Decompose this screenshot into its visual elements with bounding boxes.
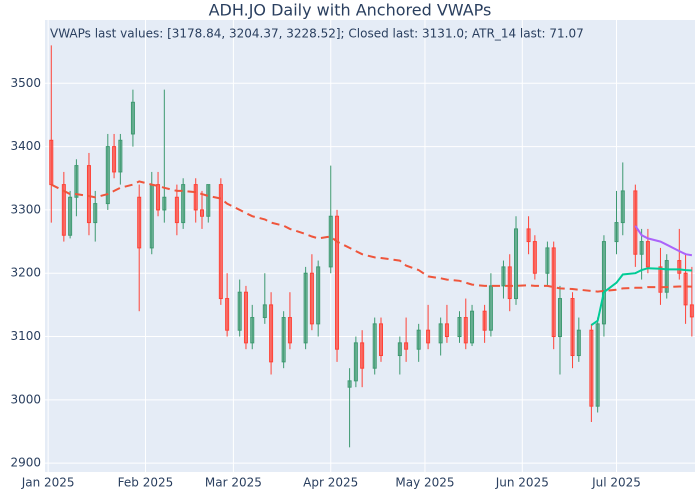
y-tick-label: 3400 (10, 139, 41, 153)
x-tick-label: Jan 2025 (21, 476, 75, 490)
vwap-line (50, 180, 692, 293)
x-tick-label: Jun 2025 (495, 476, 549, 490)
candle-body (93, 203, 98, 224)
candle-body (347, 380, 352, 388)
candle-body (353, 342, 358, 382)
candle-body (570, 298, 575, 357)
candle-body (181, 184, 186, 224)
x-tick-label: Feb 2025 (118, 476, 174, 490)
candle-body (162, 196, 167, 211)
candle-body (174, 196, 179, 224)
y-tick-label: 3300 (10, 202, 41, 216)
candle-body (74, 165, 79, 198)
candle-body (360, 342, 365, 369)
candle-body (269, 304, 274, 363)
candle-body (287, 317, 292, 344)
candle-body (316, 266, 321, 325)
candle-body (526, 228, 531, 243)
x-tick-label: Mar 2025 (205, 476, 262, 490)
candle-body (225, 298, 230, 331)
candle-body (281, 317, 286, 363)
candle-body (551, 247, 556, 338)
candle-body (501, 266, 506, 287)
candle-body (200, 209, 205, 217)
vwap-line (634, 225, 693, 257)
y-tick-label: 3200 (10, 266, 41, 280)
candle-body (372, 323, 377, 369)
chart-title: ADH.JO Daily with Anchored VWAPs (209, 1, 492, 20)
candle-body (488, 285, 493, 331)
candle-body (507, 266, 512, 300)
candle-body (397, 342, 402, 357)
candle-body (514, 228, 519, 300)
candle-body (206, 184, 211, 217)
candle-body (470, 310, 475, 344)
candle-body (130, 101, 135, 135)
candle-body (61, 184, 66, 236)
candle-body (118, 139, 123, 173)
candle-body (250, 317, 255, 344)
candle-body (645, 241, 650, 268)
vwap-line (590, 267, 692, 326)
candle-body (404, 342, 409, 350)
candle-body (378, 323, 383, 357)
candle-body (243, 291, 248, 344)
candle-body (689, 304, 694, 318)
candle-body (677, 260, 682, 274)
candle-body (683, 272, 688, 306)
candle-body (438, 323, 443, 344)
candle-body (595, 323, 600, 407)
candle-body (557, 298, 562, 338)
candle-body (68, 196, 73, 236)
candle-body (86, 165, 91, 224)
candle-body (262, 304, 267, 319)
candle-body (545, 247, 550, 274)
candle-body (335, 215, 340, 350)
candle-body (633, 190, 638, 255)
candle-body (137, 196, 142, 249)
candle-body (309, 272, 314, 325)
candle-body (426, 329, 431, 344)
candle-body (328, 215, 333, 268)
x-tick-label: Jul 2025 (591, 476, 641, 490)
candle-body (576, 329, 581, 357)
candle-body (658, 266, 663, 293)
candle-body (105, 146, 110, 205)
candle-body (463, 317, 468, 344)
candle-body (416, 329, 421, 350)
candle-body (237, 291, 242, 331)
y-tick-label: 3100 (10, 329, 41, 343)
candle-body (614, 222, 619, 243)
candle-body (112, 146, 117, 173)
x-tick-label: May 2025 (395, 476, 454, 490)
candle-body (601, 241, 606, 325)
candle-body (218, 184, 223, 300)
x-tick-label: Apr 2025 (303, 476, 358, 490)
candle-body (303, 272, 308, 344)
y-tick-label: 2900 (10, 456, 41, 470)
candle-body (444, 323, 449, 338)
candle-body (49, 139, 54, 186)
candle-body (620, 190, 625, 224)
candle-body (589, 329, 594, 407)
y-tick-label: 3500 (10, 76, 41, 90)
candle-body (532, 241, 537, 274)
y-tick-label: 3000 (10, 392, 41, 406)
candle-body (156, 184, 161, 211)
candle-body (639, 241, 644, 255)
candle-body (149, 184, 154, 249)
candle-body (193, 184, 198, 211)
candle-body (664, 260, 669, 293)
annotation: VWAPs last values: [3178.84, 3204.37, 32… (50, 27, 584, 41)
candle-body (482, 310, 487, 331)
candle-body (457, 317, 462, 338)
